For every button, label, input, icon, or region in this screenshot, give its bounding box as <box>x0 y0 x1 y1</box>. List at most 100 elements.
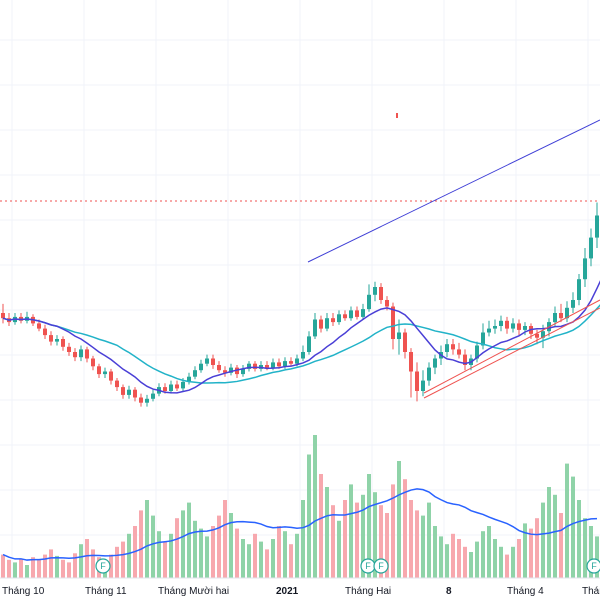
candle <box>427 362 431 386</box>
chart-grid <box>0 0 600 578</box>
x-tick-label: Tháng Mười hai <box>158 586 229 597</box>
volume-bar <box>283 531 287 578</box>
candle <box>61 336 65 351</box>
volume-bar <box>337 520 341 578</box>
volume-bar <box>553 494 557 578</box>
candle <box>337 310 341 325</box>
volume-bar <box>535 518 539 578</box>
candle <box>109 368 113 385</box>
candle <box>415 362 419 402</box>
candle <box>145 394 149 407</box>
candle <box>301 345 305 362</box>
volume-bar <box>307 454 311 578</box>
volume-bar <box>145 500 149 578</box>
event-badge[interactable]: F <box>373 558 389 574</box>
candle <box>133 387 137 402</box>
candle <box>559 303 563 323</box>
event-badge[interactable]: F <box>360 558 376 574</box>
volume-bar <box>541 502 545 578</box>
candle <box>553 306 557 326</box>
candle <box>595 202 599 248</box>
candle <box>193 366 197 380</box>
volume-bar <box>13 562 17 578</box>
event-badge-label: F <box>591 561 597 571</box>
volume-bar <box>55 555 59 578</box>
volume-bar <box>403 479 407 578</box>
candle <box>169 380 173 394</box>
volume-bar <box>325 487 329 578</box>
candle <box>49 331 53 346</box>
candle <box>67 342 71 356</box>
volume-bar <box>31 557 35 578</box>
candle <box>445 339 449 358</box>
lower-trendline-parallel[interactable] <box>423 307 600 399</box>
candle <box>73 348 77 362</box>
candle <box>331 313 335 326</box>
volume-bar <box>115 546 119 578</box>
volume-bar <box>289 544 293 578</box>
volume-bar <box>451 533 455 578</box>
candle <box>241 365 245 377</box>
volume-bar <box>259 541 263 578</box>
volume-bar <box>469 552 473 578</box>
candle <box>571 292 575 313</box>
volume-bar <box>223 500 227 578</box>
candle <box>175 380 179 391</box>
volume-bar <box>433 526 437 578</box>
x-tick-label: Tháng 11 <box>85 586 127 597</box>
volume-bar <box>85 539 89 578</box>
candle <box>97 363 101 378</box>
volume-bar <box>457 539 461 578</box>
volume-bar <box>427 502 431 578</box>
upper-trendline[interactable] <box>307 119 600 263</box>
volume-bar <box>253 533 257 578</box>
time-axis: Tháng 10 Tháng 11 Tháng Mười hai 2021 Th… <box>0 577 600 597</box>
candle <box>487 320 491 337</box>
volume-bar <box>571 476 575 578</box>
x-tick-label: Tháng 10 <box>2 586 45 597</box>
volume-bar <box>361 494 365 578</box>
volume-bar <box>295 533 299 578</box>
event-badge[interactable]: F <box>95 558 111 574</box>
volume-bar <box>121 541 125 578</box>
candle <box>475 341 479 363</box>
candle <box>229 363 233 376</box>
volume-bar <box>247 544 251 578</box>
volume-bar <box>511 546 515 578</box>
volume-bar <box>367 474 371 578</box>
x-tick-label: 8 <box>446 586 452 597</box>
lower-trendline[interactable] <box>423 299 600 394</box>
volume-bar <box>385 513 389 578</box>
x-tick-label: Tháng Hai <box>345 586 391 597</box>
x-tick-label: 2021 <box>276 586 299 597</box>
volume-bar <box>313 435 317 578</box>
volume-bar <box>277 526 281 578</box>
candle <box>583 248 587 287</box>
volume-bar <box>163 541 167 578</box>
candle <box>217 361 221 373</box>
candle <box>127 385 131 399</box>
candle <box>151 389 155 402</box>
candle <box>235 365 239 378</box>
volume-bar <box>577 500 581 578</box>
volume-bar <box>271 539 275 578</box>
event-badge[interactable]: F <box>586 558 600 574</box>
candle <box>535 329 539 345</box>
volume-bar <box>475 541 479 578</box>
candle <box>319 315 323 333</box>
candle <box>373 281 377 302</box>
volume-bar <box>37 559 41 578</box>
candle <box>379 283 383 304</box>
candle <box>355 306 359 320</box>
volume-bar <box>523 523 527 578</box>
volume-bar <box>343 500 347 578</box>
candle <box>421 370 425 397</box>
volume-bar <box>481 531 485 578</box>
event-badge-label: F <box>100 561 106 571</box>
volume-bar <box>583 518 587 578</box>
volume-bar <box>493 539 497 578</box>
candle <box>85 346 89 363</box>
candle <box>1 303 5 324</box>
x-tick-label: Tháng 4 <box>507 586 544 597</box>
